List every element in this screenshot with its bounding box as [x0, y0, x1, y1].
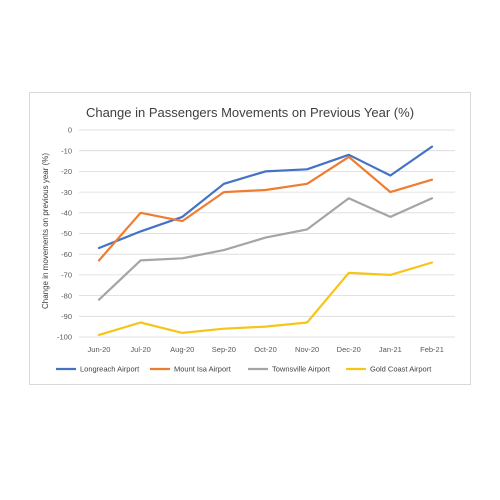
- y-tick-label: -10: [61, 146, 72, 155]
- y-tick-label: -50: [61, 229, 72, 238]
- legend-label: Gold Coast Airport: [370, 365, 432, 374]
- y-tick-label: -40: [61, 209, 72, 218]
- legend-label: Townsville Airport: [272, 365, 331, 374]
- chart-frame: [29, 92, 471, 385]
- series-line-townsville-airport: [97, 197, 434, 301]
- chart-title: Change in Passengers Movements on Previo…: [86, 105, 414, 120]
- series-line-longreach-airport: [97, 145, 434, 250]
- y-tick-label: -90: [61, 312, 72, 321]
- x-tick-label: Jun-20: [88, 345, 111, 354]
- y-tick-label: -60: [61, 250, 72, 259]
- series-line-gold-coast-airport: [97, 261, 434, 336]
- legend: Longreach Airport Mount Isa Airport Townsv…: [56, 365, 432, 374]
- x-tick-label: Feb-21: [420, 345, 444, 354]
- series-lines: [97, 145, 434, 336]
- y-tick-label: -80: [61, 291, 72, 300]
- y-axis-ticks: 0 -10 -20 -30 -40 -50 -60 -70 -80 -90 -100: [57, 126, 72, 342]
- x-tick-label: Jan-21: [379, 345, 402, 354]
- y-tick-label: -100: [57, 333, 72, 342]
- y-axis-label: Change in movements on previous year (%): [41, 153, 50, 309]
- y-tick-label: -20: [61, 167, 72, 176]
- x-tick-label: Sep-20: [212, 345, 236, 354]
- x-tick-label: Oct-20: [254, 345, 277, 354]
- x-tick-label: Dec-20: [337, 345, 361, 354]
- legend-label: Longreach Airport: [80, 365, 140, 374]
- series-line-mount-isa-airport: [97, 155, 434, 262]
- gridlines: [79, 129, 455, 338]
- y-tick-label: -30: [61, 188, 72, 197]
- legend-label: Mount Isa Airport: [174, 365, 232, 374]
- y-tick-label: -70: [61, 271, 72, 280]
- x-tick-label: Jul-20: [130, 345, 150, 354]
- x-axis-ticks: Jun-20 Jul-20 Aug-20 Sep-20 Oct-20 Nov-20 Dec-…: [88, 345, 444, 354]
- y-tick-label: 0: [68, 126, 72, 135]
- x-tick-label: Nov-20: [295, 345, 319, 354]
- x-tick-label: Aug-20: [170, 345, 194, 354]
